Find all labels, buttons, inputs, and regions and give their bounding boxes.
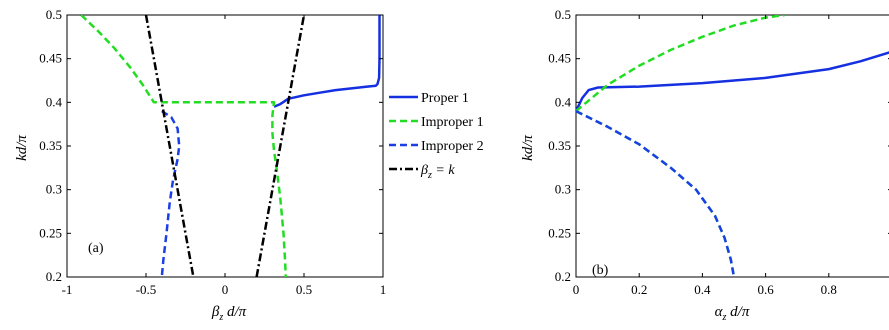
legend-entry-light-line: βz = k	[389, 163, 455, 181]
panel-b-ytick-label: 0.3	[555, 182, 571, 197]
panel-a-ytick-label: 0.2	[46, 269, 62, 284]
panel-b-series-proper-1	[576, 51, 889, 112]
panel-b-ytick-label: 0.35	[548, 138, 571, 153]
legend-label-light-line: βz = k	[420, 163, 455, 181]
panel-a-series--z-k-mirror	[255, 15, 306, 277]
panel-a-ytick-label: 0.45	[39, 51, 62, 66]
panel-a-ylabel: kd/π	[14, 135, 30, 161]
legend-label-proper-1: Proper 1	[421, 91, 469, 106]
panel-a-xtick-label: 0	[222, 282, 229, 297]
panel-b-xtick-label: 0.2	[631, 282, 647, 297]
panel-a-xtick-label: 0.5	[296, 282, 312, 297]
panel-b-ytick-label: 0.45	[548, 51, 571, 66]
panel-a-xtick-label: -0.5	[136, 282, 157, 297]
panel-a-axes-frame	[66, 14, 384, 278]
panel-b-label: (b)	[592, 263, 609, 278]
panel-a-xlabel: βz d/π	[211, 304, 247, 323]
panel-b-series-improper-1	[576, 15, 785, 113]
panel-b: 00.20.40.60.810.20.250.30.350.40.450.5 (…	[520, 7, 889, 323]
legend-label-improper-1: Improper 1	[421, 115, 484, 130]
panel-b-xtick-label: 0	[573, 282, 580, 297]
panel-b-series-improper-2-lower-	[576, 109, 736, 277]
panel-a-ytick-label: 0.35	[39, 138, 62, 153]
panel-a-ytick-label: 0.4	[46, 94, 63, 109]
panel-a-ytick-label: 0.5	[46, 7, 62, 22]
panel-b-ylabel: kd/π	[520, 135, 536, 161]
panel-a-xtick-label: -1	[62, 282, 73, 297]
legend-entry-improper-2: Improper 2	[389, 139, 484, 154]
panel-b-xtick-label: 0.6	[757, 282, 774, 297]
panel-a-ytick-label: 0.3	[46, 182, 62, 197]
legend: Proper 1 Improper 1 Improper 2 βz = k	[389, 91, 484, 181]
panel-b-ytick-label: 0.5	[555, 7, 571, 22]
legend-entry-proper-1: Proper 1	[389, 91, 469, 106]
panel-b-ytick-label: 0.4	[555, 94, 572, 109]
panel-a-xtick-label: 1	[380, 282, 387, 297]
panel-a: -1 -0.5 0 0.5 10.20.250.30.350.40.450.5 (a) …	[14, 7, 386, 323]
panel-a-label: (a)	[88, 241, 104, 256]
panel-b-xtick-label: 0.8	[821, 282, 837, 297]
panel-b-series-improper-1-lower-	[576, 109, 736, 277]
panel-b-axes-frame	[575, 14, 889, 278]
legend-label-improper-2: Improper 2	[421, 139, 484, 154]
legend-entry-improper-1: Improper 1	[389, 115, 484, 130]
panel-b-ytick-label: 0.25	[548, 225, 571, 240]
panel-b-ytick-label: 0.2	[555, 269, 571, 284]
panel-a-series-improper-1	[80, 15, 288, 277]
panel-b-xtick-label: 0.4	[694, 282, 711, 297]
panel-a-series--z-k	[144, 15, 195, 277]
panel-a-ytick-label: 0.25	[39, 225, 62, 240]
panel-b-xlabel: αz d/π	[715, 304, 750, 323]
panel-a-series-improper-2	[160, 110, 181, 277]
